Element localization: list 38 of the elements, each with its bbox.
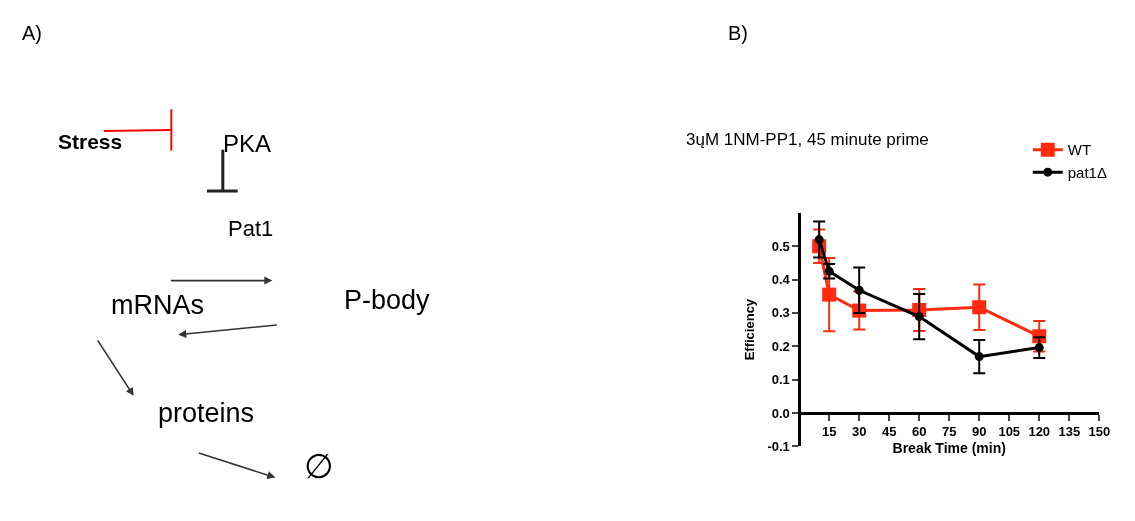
chart-title: 3ųM 1NM-PP1, 45 minute prime	[686, 130, 929, 149]
legend-label: pat1Δ	[1067, 163, 1107, 181]
y-tick-label: 0.5	[771, 238, 790, 254]
x-tick-label: 120	[1028, 424, 1051, 440]
text: proteins	[158, 398, 255, 428]
x-tick-label: 30	[851, 424, 867, 440]
y-tick-label: 0.1	[771, 372, 790, 388]
x-tick-label: 135	[1058, 424, 1081, 440]
x-tick-label: 45	[881, 424, 897, 440]
text: PKA	[223, 130, 272, 157]
point	[1034, 343, 1044, 353]
y-tick-label: 0.3	[771, 305, 790, 321]
x-tick-label: 90	[971, 424, 987, 440]
x-axis-title: Break Time (min)	[892, 439, 1006, 456]
legend-label: WT	[1067, 141, 1092, 159]
point	[854, 285, 864, 295]
point	[972, 300, 987, 315]
point	[814, 235, 824, 245]
text: P-body	[344, 285, 431, 315]
x-tick-label: 75	[941, 424, 957, 440]
text: B)	[728, 22, 748, 44]
y-tick-label: 0.4	[771, 272, 791, 288]
point	[822, 287, 837, 302]
text: ∅	[304, 447, 334, 485]
point	[974, 352, 984, 362]
y-tick-label: 0.0	[771, 405, 790, 421]
x-tick-label: 60	[911, 424, 927, 440]
text: Pat1	[228, 216, 274, 241]
y-axis-title: Efficiency	[742, 298, 758, 361]
y-tick-label: 0.2	[771, 338, 790, 354]
x-tick-label: 150	[1088, 424, 1111, 440]
x-tick-label: 105	[998, 424, 1021, 440]
x-tick-label: 15	[821, 424, 837, 440]
text: A)	[22, 22, 42, 44]
y-tick-label: -0.1	[767, 438, 790, 454]
point	[914, 312, 924, 322]
text: Stress	[58, 130, 123, 153]
text: mRNAs	[111, 290, 204, 320]
